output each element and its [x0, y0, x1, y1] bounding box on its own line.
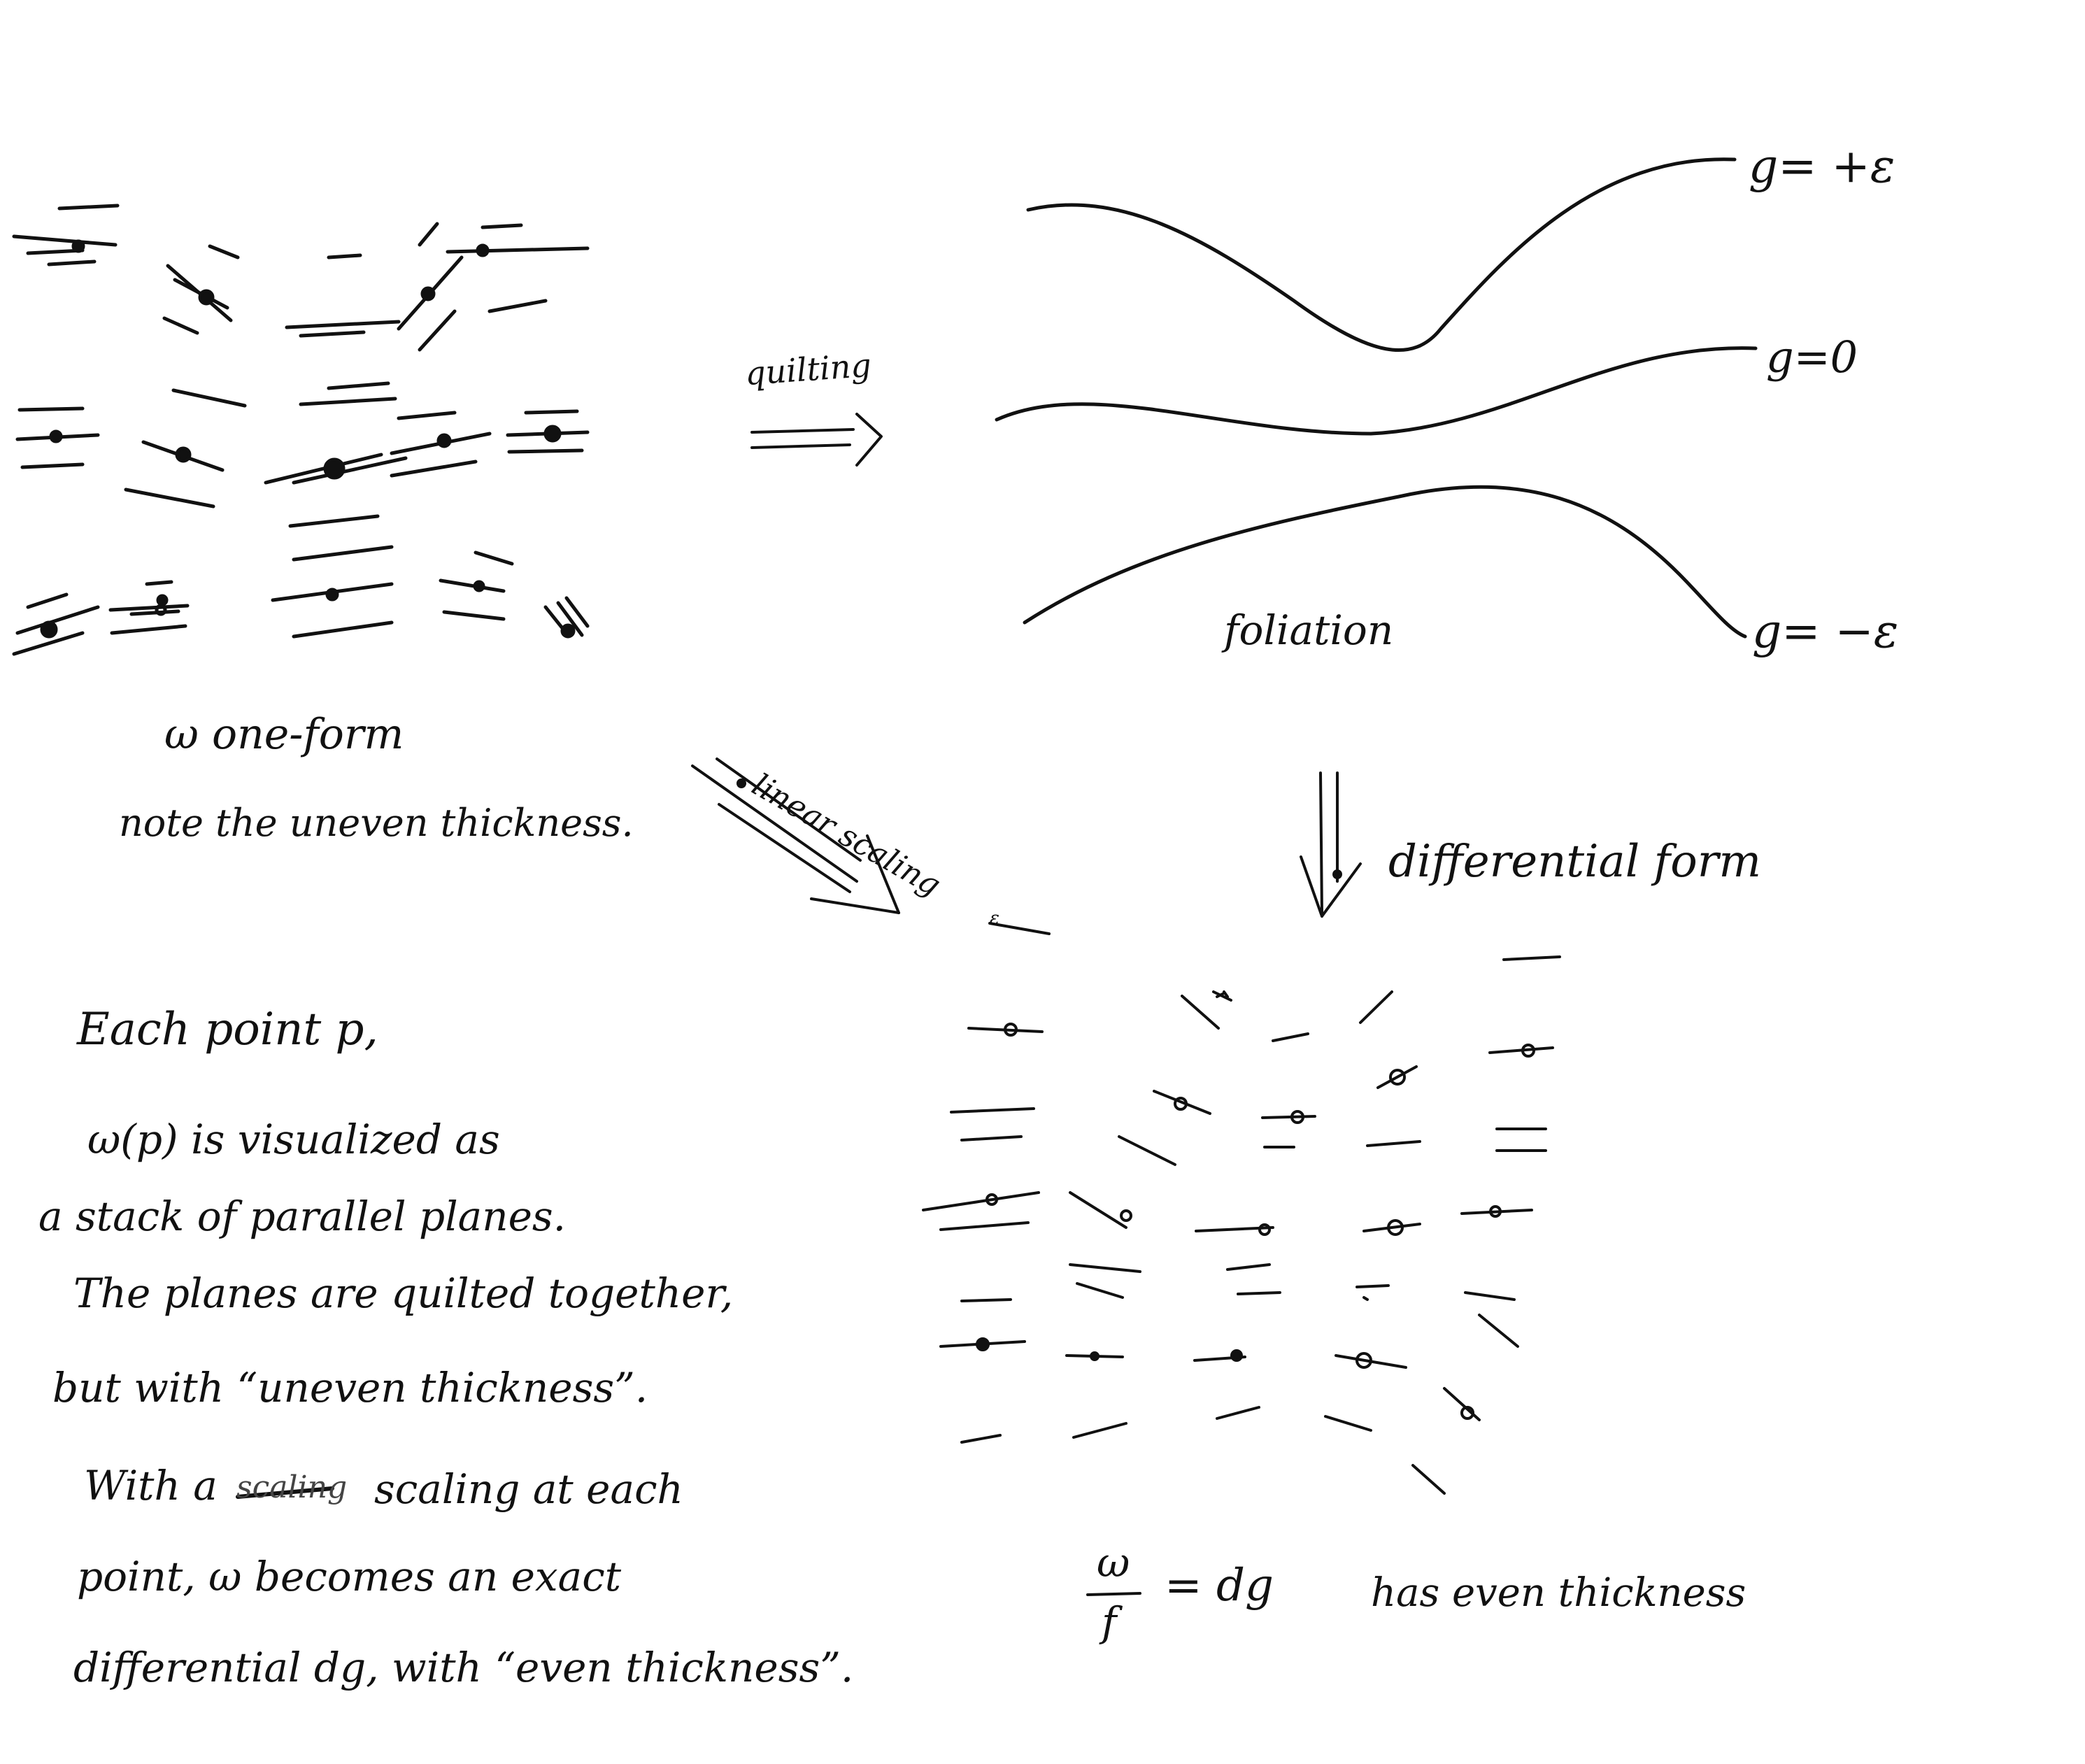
label-even-thickness: has even thickness: [1371, 1570, 1746, 1616]
label-quilting: quilting: [743, 346, 873, 393]
label-g-plus-epsilon: g= +ε: [1749, 139, 1895, 193]
fraction-denominator: f: [1102, 1598, 1117, 1646]
explanation-line-4: The planes are quilted together,: [73, 1269, 734, 1317]
label-uneven-note: note the uneven thickness.: [119, 801, 634, 845]
explanation-line-1: Each point p,: [77, 1004, 378, 1055]
label-one-form: ω one-form: [164, 710, 404, 759]
fraction-numerator: ω: [1097, 1539, 1130, 1586]
label-epsilon-small: ε: [990, 908, 999, 929]
explanation-line-6a: With a: [84, 1462, 218, 1509]
explanation-line-5: but with “uneven thickness”.: [52, 1364, 648, 1411]
strike-through: [236, 1486, 334, 1499]
foliation-curves: [995, 157, 1758, 639]
quilting-arrow: [750, 413, 883, 467]
linear-scaling-arrow: [691, 757, 900, 914]
exact-form-diagram: [922, 922, 1561, 1495]
label-g-zero: g=0: [1766, 332, 1858, 383]
label-differential-form: differential form: [1388, 836, 1761, 888]
explanation-line-6b: scaling at each: [374, 1465, 683, 1513]
label-g-minus-epsilon: g= −ε: [1752, 604, 1899, 658]
explanation-line-7: point, ω becomes an exact: [77, 1553, 622, 1600]
label-foliation: foliation: [1224, 606, 1394, 654]
explanation-line-3: a stack of parallel planes.: [38, 1193, 567, 1240]
fraction-bar: [1086, 1592, 1141, 1596]
explanation-line-6-struck: scaling: [236, 1470, 348, 1505]
explanation-line-2: ω(p) is visualized as: [87, 1116, 500, 1163]
differential-form-arrow: [1300, 771, 1362, 918]
explanation-line-8: differential dg, with “even thickness”.: [73, 1644, 854, 1691]
equation-rhs: = dg: [1165, 1560, 1274, 1612]
one-form-diagram: [12, 204, 590, 656]
